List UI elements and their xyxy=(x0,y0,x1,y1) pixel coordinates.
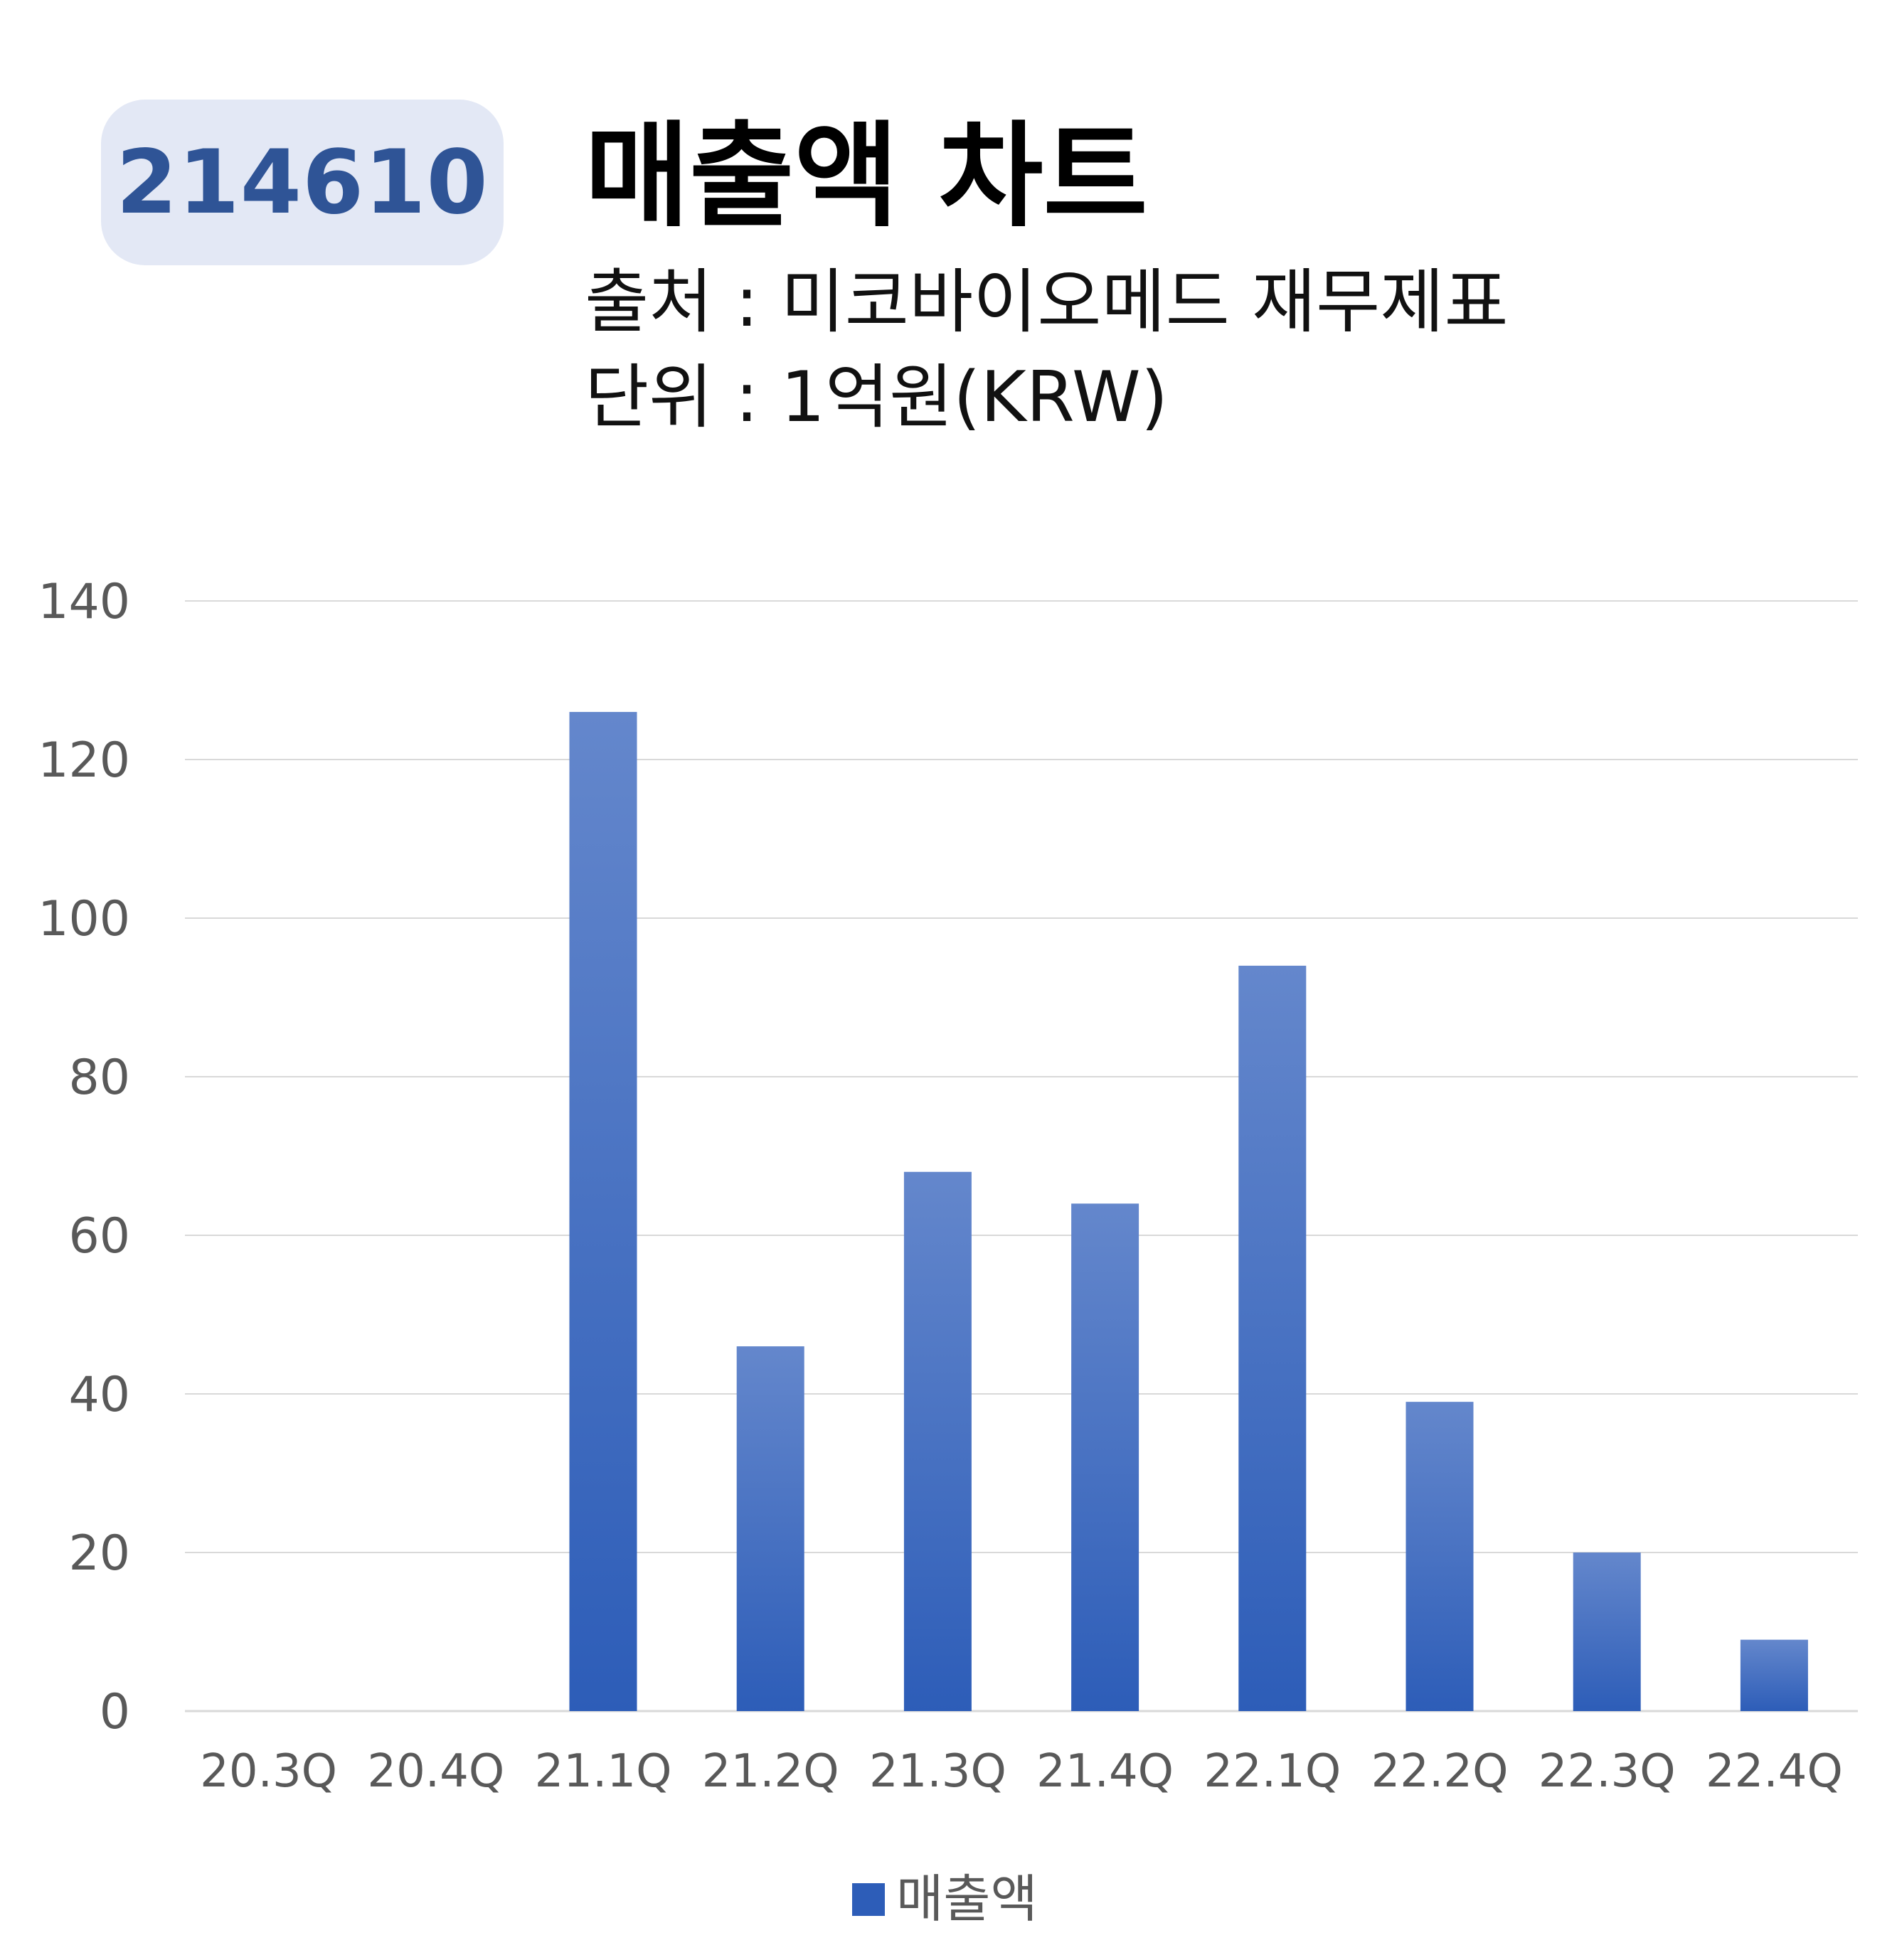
x-tick-label: 22.1Q xyxy=(1203,1745,1341,1798)
legend-swatch xyxy=(852,1883,885,1916)
y-tick-label: 20 xyxy=(68,1525,130,1582)
bar-21.1Q xyxy=(569,712,637,1711)
x-tick-label: 22.4Q xyxy=(1706,1745,1843,1798)
x-axis-tick-labels: 20.3Q 20.4Q 21.1Q 21.2Q 21.3Q 21.4Q 22.1Q 22.2Q… xyxy=(200,1745,1843,1798)
bar-22.3Q xyxy=(1573,1552,1641,1711)
y-tick-label: 80 xyxy=(68,1050,130,1106)
y-tick-label: 0 xyxy=(100,1684,130,1740)
legend-label: 매출액 xyxy=(896,1869,1038,1929)
y-tick-label: 40 xyxy=(68,1367,130,1423)
y-tick-label: 120 xyxy=(38,733,130,789)
x-tick-label: 22.3Q xyxy=(1539,1745,1676,1798)
x-tick-label: 20.3Q xyxy=(200,1745,337,1798)
y-tick-label: 60 xyxy=(68,1208,130,1264)
y-axis-tick-labels: 0 20 40 60 80 100 120 140 xyxy=(38,574,130,1740)
gridlines xyxy=(185,600,1858,1713)
x-tick-label: 21.4Q xyxy=(1036,1745,1174,1798)
legend: 매출액 xyxy=(852,1869,1038,1929)
bar-21.2Q xyxy=(736,1346,804,1711)
bar-21.3Q xyxy=(903,1171,972,1711)
stock-code-badge: 214610 xyxy=(101,100,504,265)
bars xyxy=(569,712,1808,1711)
x-tick-label: 20.4Q xyxy=(367,1745,504,1798)
y-tick-label: 100 xyxy=(38,891,130,947)
x-tick-label: 22.2Q xyxy=(1371,1745,1509,1798)
x-tick-label: 21.2Q xyxy=(702,1745,839,1798)
bar-22.4Q xyxy=(1740,1639,1808,1711)
unit-text: 단위 : 1억원(KRW) xyxy=(585,357,1169,438)
y-tick-label: 140 xyxy=(38,574,130,630)
bar-21.4Q xyxy=(1071,1203,1139,1711)
x-tick-label: 21.1Q xyxy=(535,1745,672,1798)
chart-title: 매출액 차트 xyxy=(585,110,1148,243)
bar-22.2Q xyxy=(1406,1402,1474,1711)
bar-22.1Q xyxy=(1238,965,1307,1711)
source-text: 출처 : 미코바이오메드 재무제표 xyxy=(585,262,1509,343)
x-tick-label: 21.3Q xyxy=(869,1745,1006,1798)
